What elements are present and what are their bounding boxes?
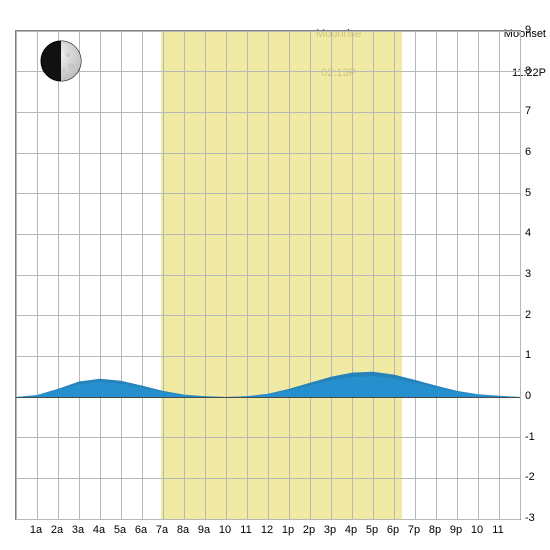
y-tick-label: 8 [525, 65, 545, 77]
y-tick-label: 7 [525, 105, 545, 117]
y-tick-label: 9 [525, 24, 545, 36]
y-tick-label: 5 [525, 187, 545, 199]
y-tick-label: -3 [525, 512, 545, 524]
plot-area [15, 30, 521, 520]
x-tick-label: 11 [486, 524, 510, 536]
y-tick-label: 0 [525, 390, 545, 402]
y-tick-label: 4 [525, 227, 545, 239]
y-tick-label: -2 [525, 471, 545, 483]
y-tick-label: 6 [525, 146, 545, 158]
tide-chart-container: Moonrise 02:13P Moonset 11:22P -3-2-1012… [0, 0, 550, 550]
y-tick-label: 1 [525, 349, 545, 361]
zero-line [16, 397, 520, 398]
y-tick-label: 3 [525, 268, 545, 280]
y-tick-label: -1 [525, 431, 545, 443]
y-tick-label: 2 [525, 309, 545, 321]
first-quarter-moon-icon [40, 40, 82, 82]
tide-curve [16, 31, 520, 519]
